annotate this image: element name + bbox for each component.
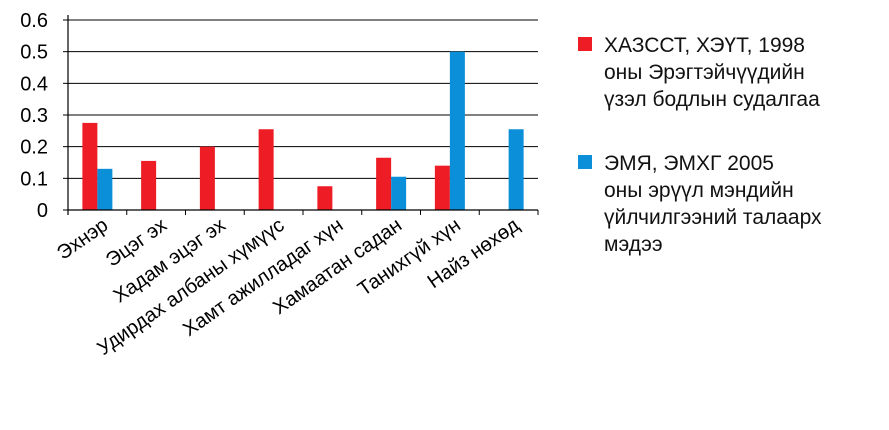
bar — [199, 146, 215, 210]
bars — [82, 51, 524, 210]
bar — [376, 157, 392, 210]
legend-swatch-red — [578, 37, 592, 51]
y-tick-labels: 0 0.1 0.2 0.3 0.4 0.5 0.6 — [20, 10, 48, 222]
axes — [63, 15, 539, 215]
y-tick-label: 0.1 — [20, 168, 48, 190]
y-tick-label: 0.5 — [20, 42, 48, 64]
bar — [97, 168, 113, 210]
bar — [258, 129, 274, 210]
legend-label-1998: ХАЗССТ, ХЭҮТ, 1998 оны Эрэгтэйчүүдийн үз… — [604, 34, 820, 111]
bar — [317, 186, 333, 210]
legend-item-1998: ХАЗССТ, ХЭҮТ, 1998 оны Эрэгтэйчүүдийн үз… — [578, 32, 883, 113]
bar — [391, 176, 407, 210]
legend-label-2005: ЭМЯ, ЭМХГ 2005 оны эрүүл мэндийн үйлчилг… — [604, 152, 822, 256]
bar — [449, 51, 465, 210]
bar — [434, 165, 450, 210]
gridlines — [68, 19, 538, 179]
y-tick-label: 0.2 — [20, 137, 48, 159]
bar — [82, 122, 98, 210]
legend-swatch-blue — [578, 155, 592, 169]
legend: ХАЗССТ, ХЭҮТ, 1998 оны Эрэгтэйчүүдийн үз… — [578, 32, 883, 295]
bar — [141, 160, 157, 210]
legend-item-2005: ЭМЯ, ЭМХГ 2005 оны эрүүл мэндийн үйлчилг… — [578, 150, 883, 258]
y-tick-label: 0.3 — [20, 105, 48, 127]
y-tick-label: 0.6 — [20, 10, 48, 32]
y-tick-label: 0.4 — [20, 73, 48, 95]
bar — [508, 129, 524, 210]
y-tick-label: 0 — [37, 200, 48, 222]
